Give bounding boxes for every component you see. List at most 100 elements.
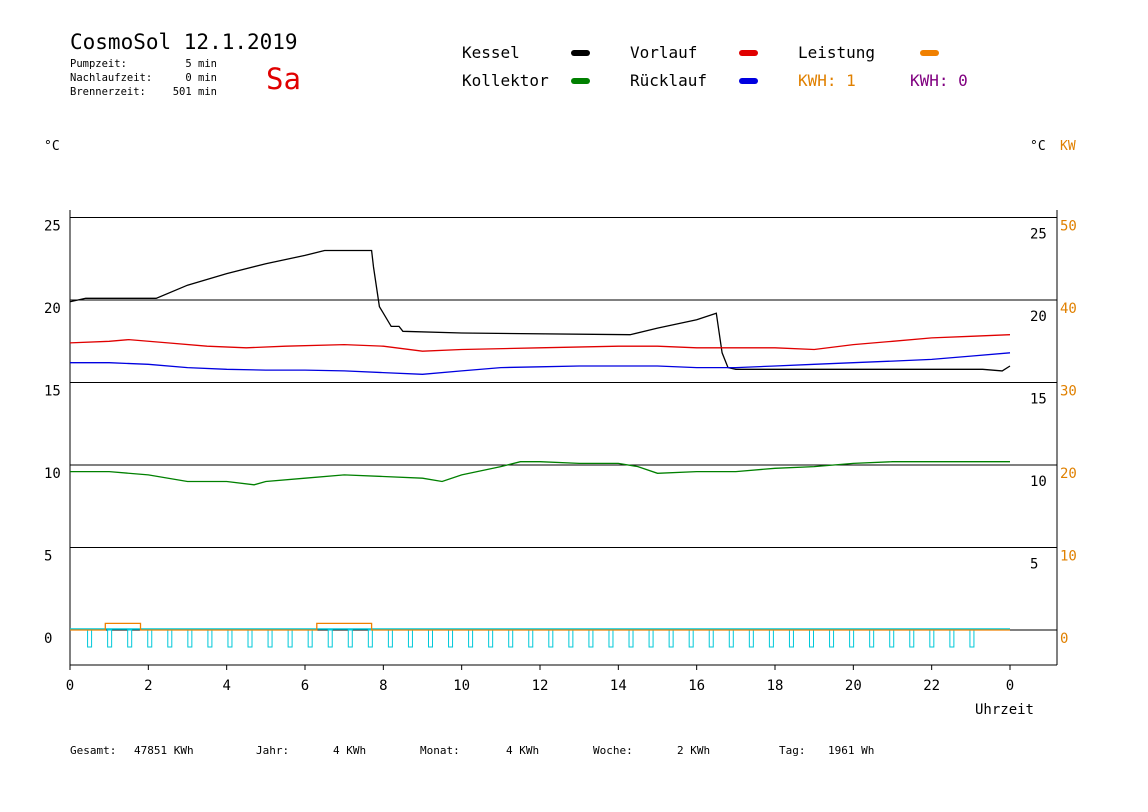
info-pumpzeit-value: 5 min [185, 58, 217, 70]
footer-monat-value: 4 KWh [506, 744, 540, 757]
x-tick-label: 20 [845, 678, 862, 694]
y-tick-left-label: 10 [44, 466, 61, 482]
pump-pulse-mark [207, 629, 213, 648]
pump-pulse-mark [568, 629, 574, 648]
info-pumpzeit-label: Pumpzeit: [70, 58, 127, 70]
x-tick-label: 0 [66, 678, 74, 694]
x-tick-label: 8 [379, 678, 387, 694]
y-tick-right-temp-label: 20 [1030, 309, 1047, 325]
pump-pulse-mark [407, 629, 413, 648]
y-tick-right-temp-label: 25 [1030, 227, 1047, 243]
y-tick-right-temp-label: 15 [1030, 392, 1047, 408]
pump-pulse-mark [488, 629, 494, 648]
x-tick-label: 10 [453, 678, 470, 694]
footer-gesamt-label: Gesamt: [70, 744, 117, 757]
y-tick-left-label: 0 [44, 631, 52, 647]
footer-woche-label: Woche: [593, 744, 633, 757]
y-tick-right-kw-label: 40 [1060, 301, 1077, 317]
x-tick-label: 14 [610, 678, 627, 694]
y-tick-right-kw-label: 10 [1060, 549, 1077, 565]
page-title: CosmoSol 12.1.2019 [70, 30, 298, 54]
y-tick-right-kw-label: 0 [1060, 631, 1068, 647]
pump-pulse-mark [869, 629, 875, 648]
info-nachlaufzeit-label: Nachlaufzeit: [70, 72, 153, 84]
x-tick-label: 6 [301, 678, 309, 694]
pump-pulse-mark [247, 629, 253, 648]
legend-kwh2-text: KWH: 0 [910, 71, 968, 90]
x-tick-label: 12 [532, 678, 549, 694]
pump-pulse-mark [708, 629, 714, 648]
pump-pulse-mark [147, 629, 153, 648]
footer-tag-label: Tag: [779, 744, 806, 757]
x-tick-label: 2 [144, 678, 152, 694]
pump-pulse-mark [608, 629, 614, 648]
footer-jahr-label: Jahr: [256, 744, 290, 757]
series-line-leistung [70, 622, 1010, 631]
x-tick-label: 0 [1006, 678, 1014, 694]
legend-kessel-swatch [571, 50, 590, 56]
x-tick-label: 4 [222, 678, 230, 694]
pump-pulse-mark [909, 629, 915, 648]
pump-pulse-mark [127, 629, 133, 648]
pump-pulse-mark [387, 629, 393, 648]
pump-pulse-mark [468, 629, 474, 648]
y-tick-right-kw-label: 50 [1060, 219, 1077, 235]
y-tick-left-label: 20 [44, 301, 61, 317]
series-line-rcklauf [70, 352, 1011, 375]
pump-pulse-mark [929, 629, 935, 648]
pump-pulse-mark [267, 629, 273, 648]
legend-kollektor-swatch [571, 78, 590, 84]
y-tick-right-kw-label: 30 [1060, 384, 1077, 400]
pump-pulse-mark [307, 629, 313, 648]
legend-ruecklauf-swatch [739, 78, 758, 84]
pump-pulse-mark [528, 629, 534, 648]
pump-pulse-mark [427, 629, 433, 648]
series-line-vorlauf [69, 334, 1011, 352]
y-tick-left-label: 15 [44, 384, 61, 400]
legend-ruecklauf-label: Rücklauf [630, 71, 708, 90]
y-tick-right-temp-label: 10 [1030, 474, 1047, 490]
footer-monat-label: Monat: [420, 744, 460, 757]
weekday-label: Sa [266, 62, 301, 96]
legend-vorlauf-swatch [739, 50, 758, 56]
pump-pulse-mark [688, 629, 694, 648]
y-tick-left-label: 5 [44, 549, 52, 565]
pump-pulse-mark [889, 629, 895, 648]
pump-pulse-mark [287, 629, 293, 648]
pump-pulse-mark [448, 629, 454, 648]
y-tick-right-temp-label: 5 [1030, 557, 1038, 573]
pump-pulse-mark [588, 629, 594, 648]
series-line-kollektor [70, 461, 1010, 486]
pump-pulse-mark [227, 629, 233, 648]
legend-vorlauf-label: Vorlauf [630, 43, 698, 62]
pump-pulse-mark [949, 629, 955, 648]
x-axis-label: Uhrzeit [975, 702, 1034, 718]
pump-pulse-mark [367, 629, 373, 648]
info-brennerzeit-label: Brennerzeit: [70, 86, 146, 98]
pump-pulse-mark [648, 629, 654, 648]
footer-jahr-value: 4 KWh [333, 744, 367, 757]
pump-pulse-mark [809, 629, 815, 648]
pump-pulse-mark [748, 629, 754, 648]
pump-pulse-mark [849, 629, 855, 648]
pump-pulse-mark [107, 629, 113, 648]
pump-pulse-mark [788, 629, 794, 648]
pump-pulse-mark [508, 629, 514, 648]
pump-pulse-mark [829, 629, 835, 648]
pump-pulse-mark [87, 629, 93, 648]
info-nachlaufzeit-value: 0 min [185, 72, 217, 84]
pump-pulse-mark [548, 629, 554, 648]
pump-pulse-mark [187, 629, 193, 648]
y-tick-right-kw-label: 20 [1060, 466, 1077, 482]
legend-kollektor-label: Kollektor [462, 71, 549, 90]
pump-pulse-mark [167, 629, 173, 648]
series-line-kessel [69, 249, 1011, 372]
y-axis-left-unit: °C [44, 139, 60, 154]
legend-leistung-swatch [920, 50, 939, 56]
pump-pulse-mark [969, 629, 975, 648]
pump-pulse-mark [327, 629, 333, 648]
footer-gesamt-value: 47851 KWh [134, 744, 194, 757]
y-axis-right-unit: °C [1030, 139, 1046, 154]
pump-pulse-mark [347, 629, 353, 648]
